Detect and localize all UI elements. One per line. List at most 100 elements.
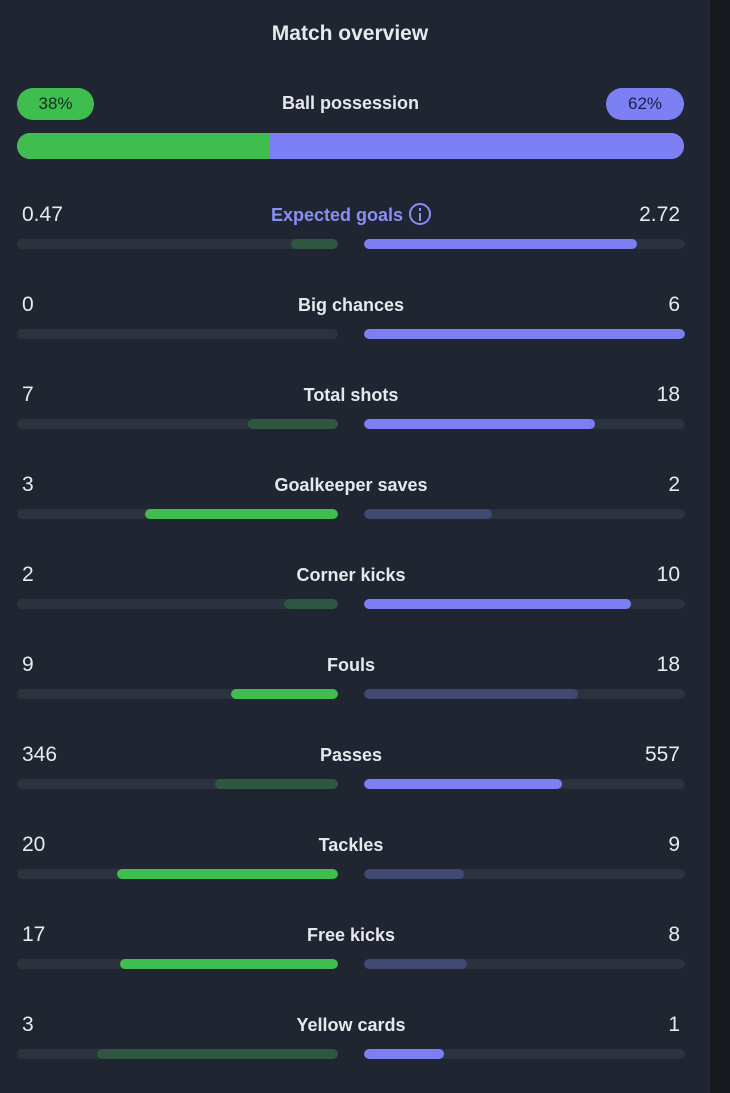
stat-label: Tackles bbox=[17, 830, 685, 860]
home-stat-value: 17 bbox=[22, 923, 46, 946]
away-stat-value: 18 bbox=[656, 383, 680, 406]
away-stat-value: 2 bbox=[668, 473, 680, 496]
home-stat-value: 0 bbox=[22, 293, 34, 316]
away-stat-value: 10 bbox=[656, 563, 680, 586]
away-stat-track bbox=[364, 419, 685, 429]
away-stat-value: 557 bbox=[644, 743, 680, 766]
away-stat-track bbox=[364, 869, 685, 879]
info-icon[interactable] bbox=[409, 203, 432, 225]
away-stat-value: 2.72 bbox=[639, 203, 680, 226]
home-stat-value: 2 bbox=[22, 563, 34, 586]
home-stat-value: 346 bbox=[22, 743, 58, 766]
away-stat-track bbox=[364, 239, 685, 249]
away-stat-track bbox=[364, 329, 685, 339]
away-stat-fill bbox=[364, 959, 467, 969]
away-stat-track bbox=[364, 1049, 685, 1059]
match-overview-panel: Match overview 38% Ball possession 62% 0… bbox=[0, 0, 710, 1093]
possession-away-fill bbox=[270, 133, 684, 159]
home-stat-fill bbox=[248, 419, 338, 429]
stat-label: Free kicks bbox=[17, 920, 685, 950]
stat-label: Yellow cards bbox=[17, 1010, 685, 1040]
stat-label: Total shots bbox=[17, 380, 685, 410]
away-stat-fill bbox=[364, 329, 685, 339]
away-stat-fill bbox=[364, 509, 492, 519]
away-stat-value: 18 bbox=[656, 653, 680, 676]
stat-row: 0.47 Expected goals 2.72 bbox=[17, 200, 685, 260]
stat-row: 7 Total shots 18 bbox=[17, 380, 685, 440]
stat-label-text: Free kicks bbox=[306, 925, 396, 945]
home-stat-fill bbox=[117, 869, 338, 879]
home-stat-track bbox=[17, 959, 338, 969]
stat-label-text: Corner kicks bbox=[296, 565, 406, 585]
stat-label[interactable]: Expected goals bbox=[17, 200, 685, 230]
home-stat-track bbox=[17, 869, 338, 879]
home-stat-track bbox=[17, 779, 338, 789]
possession-home-fill bbox=[17, 133, 271, 159]
away-stat-fill bbox=[364, 239, 637, 249]
away-stat-track bbox=[364, 959, 685, 969]
stat-row: 0 Big chances 6 bbox=[17, 290, 685, 350]
stat-label: Passes bbox=[17, 740, 685, 770]
stat-label-text: Tackles bbox=[318, 835, 384, 855]
away-stat-track bbox=[364, 509, 685, 519]
home-stat-fill bbox=[215, 779, 338, 789]
home-stat-track bbox=[17, 419, 338, 429]
home-stat-fill bbox=[97, 1049, 338, 1059]
home-stat-track bbox=[17, 509, 338, 519]
stat-label-text: Total shots bbox=[303, 385, 399, 405]
home-stat-track bbox=[17, 599, 338, 609]
home-stat-value: 0.47 bbox=[22, 203, 63, 226]
stat-row: 2 Corner kicks 10 bbox=[17, 560, 685, 620]
away-stat-fill bbox=[364, 689, 578, 699]
home-stat-value: 20 bbox=[22, 833, 46, 856]
stat-label: Goalkeeper saves bbox=[17, 470, 685, 500]
away-stat-fill bbox=[364, 869, 464, 879]
stat-label-text: Yellow cards bbox=[296, 1015, 406, 1035]
stat-label-text: Fouls bbox=[327, 655, 375, 675]
stat-row: 9 Fouls 18 bbox=[17, 650, 685, 710]
home-stat-track bbox=[17, 239, 338, 249]
stat-row: 3 Yellow cards 1 bbox=[17, 1010, 685, 1070]
home-stat-fill bbox=[120, 959, 338, 969]
stat-label-text: Goalkeeper saves bbox=[274, 475, 428, 495]
stat-label: Fouls bbox=[17, 650, 685, 680]
possession-row: 38% Ball possession 62% bbox=[17, 88, 684, 120]
stat-label: Corner kicks bbox=[17, 560, 685, 590]
away-stat-track bbox=[364, 779, 685, 789]
stat-label-text: Big chances bbox=[297, 295, 405, 315]
away-stat-track bbox=[364, 689, 685, 699]
away-stat-value: 6 bbox=[668, 293, 680, 316]
possession-label: Ball possession bbox=[281, 93, 420, 113]
panel-title: Match overview bbox=[271, 22, 429, 45]
home-stat-value: 9 bbox=[22, 653, 34, 676]
stat-label-text: Expected goals bbox=[270, 205, 404, 225]
home-stat-track bbox=[17, 689, 338, 699]
away-possession-badge: 62% bbox=[606, 88, 684, 120]
home-stat-value: 3 bbox=[22, 473, 34, 496]
scrollbar-gutter bbox=[710, 0, 730, 1093]
home-possession-badge: 38% bbox=[17, 88, 94, 120]
stat-row: 17 Free kicks 8 bbox=[17, 920, 685, 980]
away-stat-value: 8 bbox=[668, 923, 680, 946]
home-stat-fill bbox=[231, 689, 338, 699]
away-stat-value: 1 bbox=[668, 1013, 680, 1036]
stat-label: Big chances bbox=[17, 290, 685, 320]
home-stat-fill bbox=[145, 509, 338, 519]
stat-row: 20 Tackles 9 bbox=[17, 830, 685, 890]
possession-bar bbox=[17, 133, 684, 159]
away-stat-value: 9 bbox=[668, 833, 680, 856]
stat-label-text: Passes bbox=[319, 745, 383, 765]
stat-row: 3 Goalkeeper saves 2 bbox=[17, 470, 685, 530]
away-stat-fill bbox=[364, 419, 595, 429]
home-stat-value: 3 bbox=[22, 1013, 34, 1036]
stat-row: 346 Passes 557 bbox=[17, 740, 685, 800]
away-stat-fill bbox=[364, 599, 631, 609]
away-stat-track bbox=[364, 599, 685, 609]
home-stat-value: 7 bbox=[22, 383, 34, 406]
home-stat-track bbox=[17, 1049, 338, 1059]
away-stat-fill bbox=[364, 1049, 444, 1059]
away-stat-fill bbox=[364, 779, 562, 789]
home-stat-fill bbox=[284, 599, 338, 609]
home-stat-fill bbox=[291, 239, 338, 249]
home-stat-track bbox=[17, 329, 338, 339]
